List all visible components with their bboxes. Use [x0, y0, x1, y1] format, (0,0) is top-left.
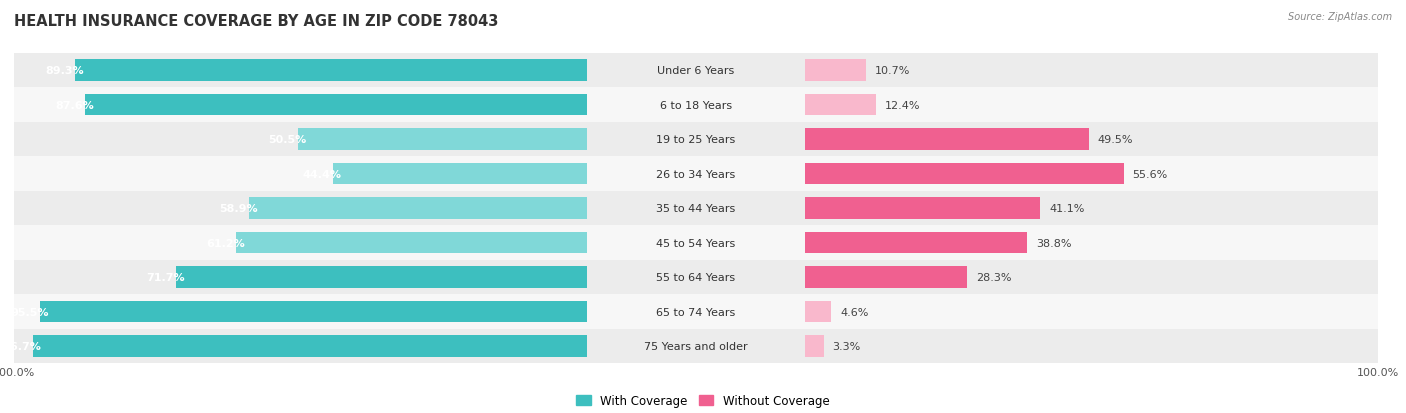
Text: 38.8%: 38.8% — [1036, 238, 1071, 248]
Bar — [806, 88, 1378, 123]
Bar — [806, 95, 876, 116]
Bar — [249, 198, 586, 219]
Text: 4.6%: 4.6% — [839, 307, 869, 317]
Legend: With Coverage, Without Coverage: With Coverage, Without Coverage — [576, 394, 830, 407]
Text: 6 to 18 Years: 6 to 18 Years — [659, 100, 733, 110]
Bar — [333, 164, 586, 185]
Text: 26 to 34 Years: 26 to 34 Years — [657, 169, 735, 179]
Bar — [14, 260, 586, 294]
Bar — [806, 123, 1378, 157]
Bar — [39, 301, 586, 323]
Text: 61.2%: 61.2% — [207, 238, 245, 248]
Text: 96.7%: 96.7% — [3, 341, 42, 351]
Bar — [14, 226, 586, 260]
Bar — [806, 335, 824, 357]
Bar — [586, 226, 806, 260]
Bar — [806, 164, 1123, 185]
Text: 28.3%: 28.3% — [976, 273, 1011, 282]
Bar — [586, 260, 806, 294]
Text: 89.3%: 89.3% — [45, 66, 84, 76]
Text: 55.6%: 55.6% — [1132, 169, 1167, 179]
Text: 55 to 64 Years: 55 to 64 Years — [657, 273, 735, 282]
Text: 3.3%: 3.3% — [832, 341, 860, 351]
Bar — [806, 232, 1028, 254]
Text: Source: ZipAtlas.com: Source: ZipAtlas.com — [1288, 12, 1392, 22]
Text: 35 to 44 Years: 35 to 44 Years — [657, 204, 735, 214]
Text: 45 to 54 Years: 45 to 54 Years — [657, 238, 735, 248]
Text: 44.4%: 44.4% — [302, 169, 342, 179]
Bar — [14, 329, 586, 363]
Bar — [806, 60, 866, 82]
Bar — [806, 198, 1040, 219]
Text: 65 to 74 Years: 65 to 74 Years — [657, 307, 735, 317]
Text: 12.4%: 12.4% — [884, 100, 920, 110]
Bar — [86, 95, 586, 116]
Text: 19 to 25 Years: 19 to 25 Years — [657, 135, 735, 145]
Bar — [32, 335, 586, 357]
Text: 50.5%: 50.5% — [269, 135, 307, 145]
Bar — [586, 157, 806, 191]
Text: HEALTH INSURANCE COVERAGE BY AGE IN ZIP CODE 78043: HEALTH INSURANCE COVERAGE BY AGE IN ZIP … — [14, 14, 499, 29]
Bar — [586, 294, 806, 329]
Bar — [586, 329, 806, 363]
Text: 87.6%: 87.6% — [55, 100, 94, 110]
Bar — [806, 129, 1088, 150]
Bar — [76, 60, 586, 82]
Bar — [14, 157, 586, 191]
Bar — [14, 294, 586, 329]
Bar — [806, 191, 1378, 226]
Bar — [806, 260, 1378, 294]
Bar — [14, 88, 586, 123]
Text: 75 Years and older: 75 Years and older — [644, 341, 748, 351]
Bar — [806, 157, 1378, 191]
Text: Under 6 Years: Under 6 Years — [658, 66, 734, 76]
Bar — [806, 54, 1378, 88]
Bar — [14, 123, 586, 157]
Text: 58.9%: 58.9% — [219, 204, 259, 214]
Bar — [14, 191, 586, 226]
Bar — [14, 54, 586, 88]
Bar — [806, 329, 1378, 363]
Bar — [586, 88, 806, 123]
Bar — [586, 123, 806, 157]
Bar — [806, 294, 1378, 329]
Text: 49.5%: 49.5% — [1097, 135, 1133, 145]
Bar — [806, 301, 831, 323]
Bar — [586, 54, 806, 88]
Text: 41.1%: 41.1% — [1049, 204, 1084, 214]
Bar — [806, 267, 967, 288]
Text: 95.5%: 95.5% — [10, 307, 48, 317]
Bar — [586, 191, 806, 226]
Bar — [806, 226, 1378, 260]
Bar — [176, 267, 586, 288]
Text: 71.7%: 71.7% — [146, 273, 184, 282]
Bar — [298, 129, 586, 150]
Bar — [236, 232, 586, 254]
Text: 10.7%: 10.7% — [875, 66, 910, 76]
